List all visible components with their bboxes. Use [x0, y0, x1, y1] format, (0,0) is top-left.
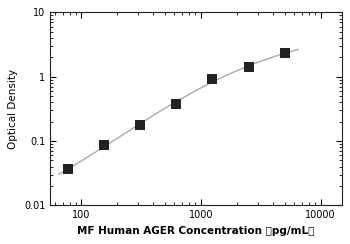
Point [282, 51, 287, 55]
Point [174, 102, 179, 106]
Point [102, 142, 107, 146]
Point [210, 77, 215, 81]
Point [138, 122, 143, 126]
X-axis label: MF Human AGER Concentration （pg/mL）: MF Human AGER Concentration （pg/mL） [77, 226, 315, 236]
Point [246, 65, 251, 69]
Y-axis label: Optical Density: Optical Density [8, 69, 18, 149]
Point [65, 168, 71, 172]
